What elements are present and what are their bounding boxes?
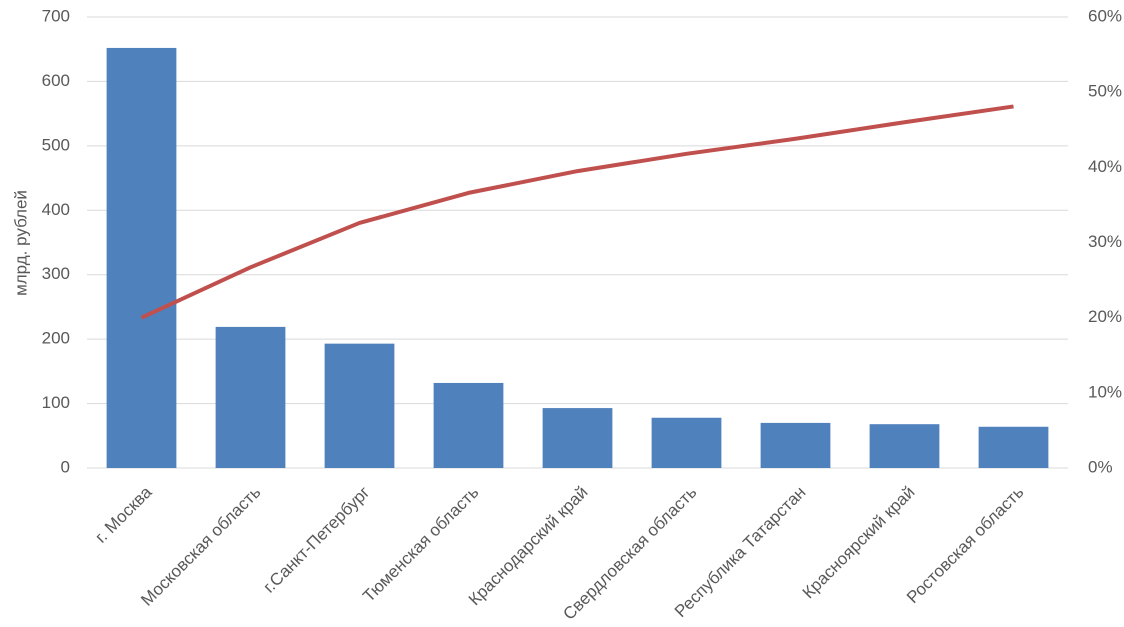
y-tick-label: 0 bbox=[61, 457, 70, 476]
y-tick-label: 600 bbox=[42, 71, 70, 90]
x-tick-label: Ростовская область bbox=[903, 482, 1028, 607]
x-tick-label: г. Москва bbox=[91, 482, 155, 546]
x-tick-label: Краснодарский край bbox=[465, 483, 592, 610]
y2-tick-label: 60% bbox=[1088, 6, 1122, 25]
x-tick-label: Красноярский край bbox=[799, 483, 919, 603]
y2-tick-label: 40% bbox=[1088, 157, 1122, 176]
y2-tick-label: 0% bbox=[1088, 457, 1113, 476]
line bbox=[140, 104, 1014, 320]
bar bbox=[651, 417, 722, 468]
y2-tick-label: 10% bbox=[1088, 382, 1122, 401]
bar bbox=[542, 408, 613, 468]
y-tick-label: 700 bbox=[42, 6, 70, 25]
y-tick-label: 200 bbox=[42, 329, 70, 348]
y-tick-label: 500 bbox=[42, 135, 70, 154]
bar bbox=[324, 343, 395, 468]
x-tick-label: Московская область bbox=[137, 482, 264, 609]
x-tick-label: Тюменская область bbox=[359, 482, 482, 605]
bar bbox=[106, 47, 177, 468]
bar bbox=[433, 382, 504, 468]
y2-tick-label: 50% bbox=[1088, 82, 1122, 101]
y-tick-label: 400 bbox=[42, 200, 70, 219]
bar bbox=[215, 326, 286, 468]
y-axis-label: млрд. рублей bbox=[11, 190, 30, 296]
bar bbox=[978, 426, 1049, 468]
bar bbox=[869, 424, 940, 468]
y-tick-label: 100 bbox=[42, 393, 70, 412]
y2-tick-label: 30% bbox=[1088, 232, 1122, 251]
y2-tick-label: 20% bbox=[1088, 307, 1122, 326]
y-tick-label: 300 bbox=[42, 264, 70, 283]
x-tick-label: г.Санкт-Петербург bbox=[260, 483, 374, 597]
bar bbox=[760, 422, 831, 468]
